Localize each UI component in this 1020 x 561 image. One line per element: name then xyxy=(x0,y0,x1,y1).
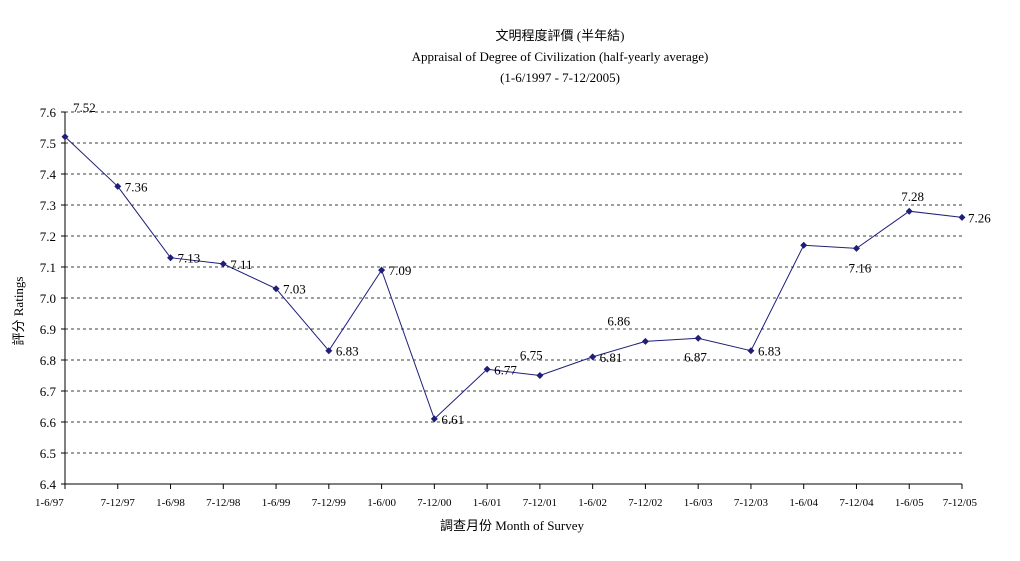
x-axis-label: 調查月份 Month of Survey xyxy=(440,518,585,533)
y-tick-label: 7.5 xyxy=(40,136,56,151)
y-tick-label: 7.6 xyxy=(40,105,57,120)
y-tick-label: 6.5 xyxy=(40,446,56,461)
data-label: 6.86 xyxy=(607,313,630,328)
data-point xyxy=(958,213,966,221)
data-point xyxy=(430,415,438,423)
x-tick-label: 1-6/98 xyxy=(156,497,185,509)
data-point xyxy=(272,285,280,293)
data-label: 6.83 xyxy=(336,344,359,359)
data-label: 7.03 xyxy=(283,282,306,297)
x-tick-label: 7-12/98 xyxy=(206,497,241,509)
data-label: 7.52 xyxy=(73,100,96,115)
series-1 xyxy=(61,133,966,423)
data-label: 7.09 xyxy=(389,263,412,278)
x-tick-label: 7-12/00 xyxy=(417,497,452,509)
data-point xyxy=(694,334,702,342)
x-tick-label: 7-12/99 xyxy=(312,497,347,509)
x-tick-label: 7-12/04 xyxy=(839,497,874,509)
data-label: 6.75 xyxy=(520,348,543,363)
data-label: 6.61 xyxy=(441,412,464,427)
chart-period: (1-6/1997 - 7-12/2005) xyxy=(500,70,620,85)
data-labels: 7.52 7.36 7.13 7.11 7.03 6.83 7.09 6.61 6.776.75… xyxy=(73,100,991,427)
x-tick-label: 7-12/02 xyxy=(628,497,662,509)
x-tick-label: 1-6/01 xyxy=(473,497,502,509)
data-point xyxy=(641,337,649,345)
x-tick-label: 1-6/04 xyxy=(789,497,818,509)
data-label: 7.13 xyxy=(178,251,201,266)
data-point xyxy=(852,244,860,252)
axes xyxy=(64,112,962,485)
y-tick-label: 7.4 xyxy=(40,167,57,182)
data-point xyxy=(114,182,122,190)
data-point xyxy=(747,347,755,355)
series-line xyxy=(64,136,963,420)
data-point xyxy=(219,260,227,268)
y-tick-label: 7.3 xyxy=(40,198,56,213)
x-tick-label: 1-6/99 xyxy=(262,497,291,509)
chart-subtitle: Appraisal of Degree of Civilization (hal… xyxy=(412,49,709,64)
data-label: 6.87 xyxy=(684,349,707,364)
x-tick-label: 1-6/02 xyxy=(578,497,607,509)
data-label: 7.16 xyxy=(848,260,871,275)
x-tick-label: 1-6/97 xyxy=(35,497,64,509)
data-label: 7.36 xyxy=(125,179,148,194)
data-label: 6.83 xyxy=(758,344,781,359)
data-label: 7.11 xyxy=(230,257,252,272)
x-tick-label: 7-12/97 xyxy=(101,497,136,509)
chart-title-block: 文明程度評價 (半年結) Appraisal of Degree of Civi… xyxy=(412,28,709,85)
x-tick-label: 7-12/03 xyxy=(734,497,769,509)
data-point xyxy=(325,347,333,355)
data-point xyxy=(378,266,386,274)
data-label: 7.28 xyxy=(901,189,924,204)
y-tick-label: 7.1 xyxy=(40,260,56,275)
y-tick-label: 6.8 xyxy=(40,353,56,368)
y-tick-label: 6.7 xyxy=(40,384,57,399)
chart-title: 文明程度評價 (半年結) xyxy=(496,28,625,43)
x-tick-label: 1-6/05 xyxy=(895,497,924,509)
data-label: 7.26 xyxy=(968,210,991,225)
x-tick-label: 1-6/00 xyxy=(367,497,396,509)
x-tick-label: 1-6/03 xyxy=(684,497,713,509)
data-label: 6.77 xyxy=(494,362,517,377)
data-point xyxy=(905,207,913,215)
y-tick-label: 7.0 xyxy=(40,291,56,306)
x-axis-ticks: 1-6/97 7-12/97 1-6/98 7-12/98 1-6/99 7-12/99 1… xyxy=(35,484,977,509)
y-tick-label: 7.2 xyxy=(40,229,56,244)
gridlines xyxy=(65,111,962,454)
data-point xyxy=(800,241,808,249)
y-tick-label: 6.4 xyxy=(40,477,57,492)
x-tick-label: 7-12/05 xyxy=(943,497,978,509)
y-axis-ticks: 6.4 6.5 6.6 6.7 6.8 6.9 7.0 7.1 7.2 7.3 7.4 7.5 7.6 xyxy=(40,105,65,492)
y-axis-label: 評分 Ratings xyxy=(11,277,26,346)
x-tick-label: 7-12/01 xyxy=(523,497,557,509)
data-point xyxy=(589,353,597,361)
data-point xyxy=(167,254,175,262)
data-point xyxy=(483,365,491,373)
y-tick-label: 6.9 xyxy=(40,322,56,337)
data-point xyxy=(61,133,69,141)
data-point xyxy=(536,372,544,379)
data-label: 6.81 xyxy=(600,350,623,365)
y-tick-label: 6.6 xyxy=(40,415,57,430)
